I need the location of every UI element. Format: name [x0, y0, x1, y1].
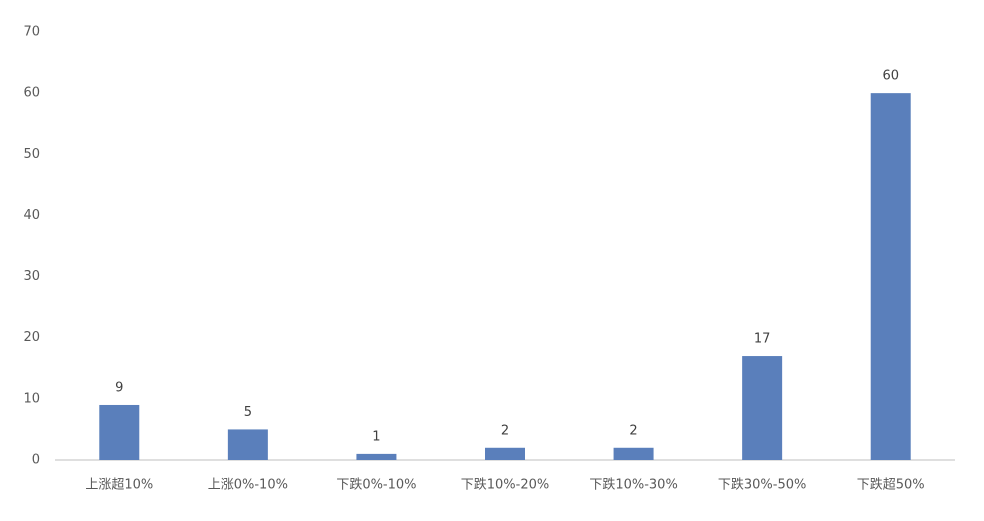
x-tick-label: 下跌超50% — [857, 477, 925, 493]
data-label: 2 — [629, 423, 637, 438]
y-tick-label: 50 — [23, 147, 40, 162]
y-tick-label: 70 — [23, 25, 40, 40]
x-tick-label: 下跌30%-50% — [718, 477, 806, 493]
bar — [485, 447, 525, 460]
bar — [227, 429, 268, 460]
data-label: 60 — [882, 69, 899, 84]
data-label: 2 — [501, 423, 509, 438]
x-tick-label: 下跌10%-20% — [461, 477, 549, 493]
y-tick-label: 30 — [23, 269, 40, 284]
bar — [870, 93, 911, 461]
x-tick-label: 上涨超10% — [85, 478, 153, 493]
x-tick-label: 下跌10%-30% — [589, 477, 677, 493]
y-tick-label: 20 — [23, 330, 40, 345]
x-tick-label: 上涨0%-10% — [208, 478, 288, 493]
bar — [613, 447, 654, 460]
y-tick-label: 60 — [23, 86, 40, 101]
data-label: 17 — [754, 332, 771, 347]
data-label: 9 — [115, 380, 123, 395]
data-label: 1 — [372, 429, 380, 444]
y-tick-label: 0 — [32, 453, 40, 468]
y-tick-label: 10 — [23, 391, 40, 406]
x-tick-label: 下跌0%-10% — [336, 477, 416, 493]
bar — [99, 404, 140, 460]
y-tick-label: 40 — [23, 208, 40, 223]
data-label: 5 — [244, 405, 252, 420]
bar — [356, 453, 397, 460]
bar — [742, 356, 783, 460]
